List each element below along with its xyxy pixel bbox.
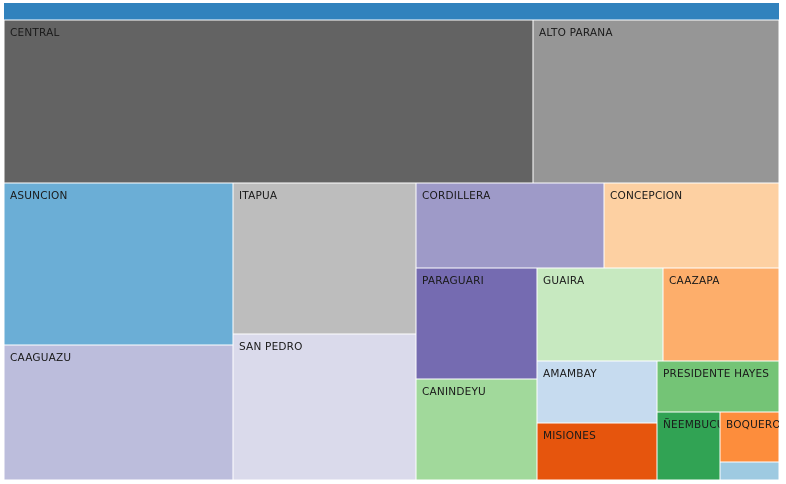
- tile-label-canindeyu: CANINDEYU: [422, 386, 486, 398]
- treemap-tile-misiones[interactable]: [536, 422, 658, 480]
- tile-label-boqueron: BOQUERON: [726, 419, 786, 431]
- treemap-header-bar: [4, 3, 779, 20]
- treemap-tile-guaira[interactable]: [536, 267, 664, 362]
- tile-label-caaguazu: CAAGUAZU: [10, 352, 71, 364]
- treemap-tile-amambay[interactable]: [536, 360, 658, 424]
- treemap-tile-central[interactable]: [4, 19, 534, 184]
- tile-label-neembucu: ÑEEMBUCU: [663, 418, 725, 431]
- treemap-tiles: CENTRAL ALTO PARANA ASUNCION CAAGUAZU ITAPUA…: [4, 19, 786, 480]
- tile-label-misiones: MISIONES: [543, 430, 596, 442]
- tile-label-itapua: ITAPUA: [239, 190, 278, 202]
- treemap-tile-itapua[interactable]: [232, 182, 417, 335]
- treemap-tile-presidente-hayes[interactable]: [656, 360, 779, 413]
- treemap-tile-alto-parana[interactable]: [532, 19, 779, 184]
- tile-label-presidente-hayes: PRESIDENTE HAYES: [663, 368, 769, 380]
- treemap-tile-concepcion[interactable]: [603, 182, 779, 269]
- tile-label-central: CENTRAL: [10, 27, 60, 39]
- tile-label-cordillera: CORDILLERA: [422, 190, 491, 202]
- tile-label-concepcion: CONCEPCION: [610, 190, 682, 202]
- treemap-tile-asuncion[interactable]: [4, 182, 234, 346]
- treemap-tile-cordillera[interactable]: [415, 182, 605, 269]
- tile-label-paraguari: PARAGUARI: [422, 275, 484, 287]
- tile-label-caazapa: CAAZAPA: [669, 275, 720, 287]
- tile-label-amambay: AMAMBAY: [543, 368, 597, 380]
- tile-label-san-pedro: SAN PEDRO: [239, 341, 303, 353]
- treemap-tile-caaguazu[interactable]: [4, 344, 234, 480]
- tile-label-alto-parana: ALTO PARANA: [539, 27, 613, 39]
- tile-label-asuncion: ASUNCION: [10, 190, 68, 202]
- treemap-tile-unlabeled[interactable]: [719, 461, 779, 480]
- treemap-tile-san-pedro[interactable]: [232, 333, 417, 480]
- tile-label-guaira: GUAIRA: [543, 275, 585, 287]
- treemap-tile-caazapa[interactable]: [662, 267, 779, 362]
